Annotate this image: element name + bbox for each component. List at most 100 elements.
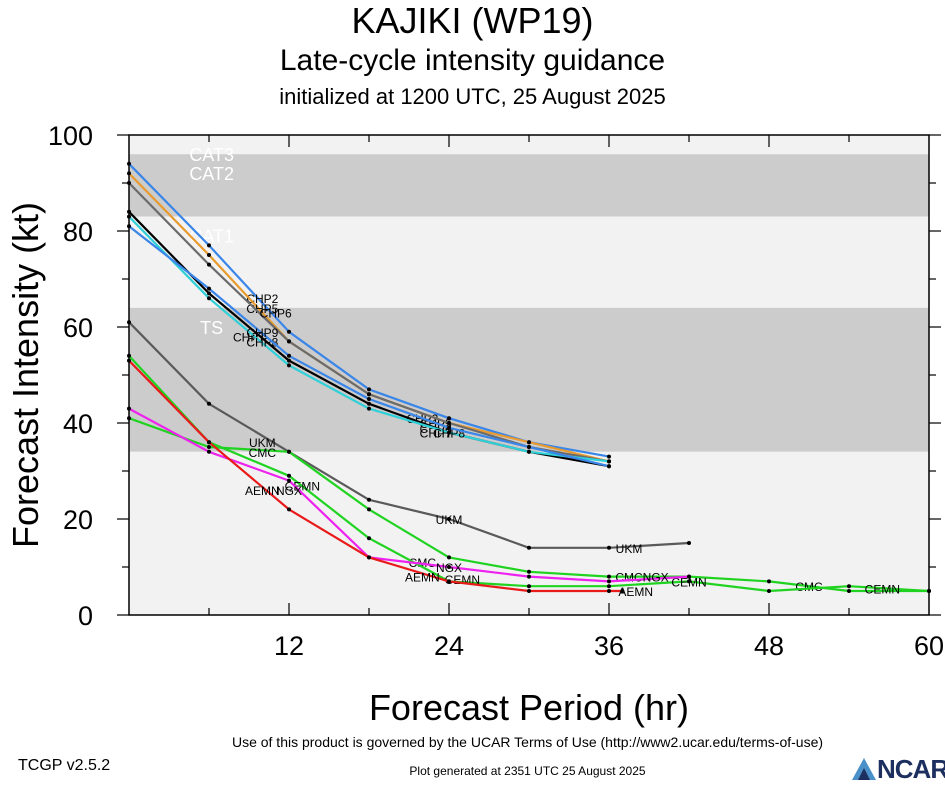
data-point [127, 181, 131, 185]
chart-title: KAJIKI (WP19) [351, 0, 594, 41]
data-point [287, 449, 291, 454]
series-label: CEMN [865, 583, 900, 597]
y-tick-label: 60 [63, 313, 93, 343]
data-point [127, 406, 131, 411]
data-point [287, 339, 291, 344]
data-point [367, 406, 371, 411]
data-point [207, 440, 211, 445]
data-point [527, 440, 531, 445]
data-point [767, 579, 771, 584]
series-label: UKM [436, 513, 463, 527]
data-point [287, 363, 291, 368]
series-chp9: CHP9 [127, 224, 611, 469]
x-tick-label: 12 [274, 631, 304, 661]
series-label: CMC [795, 580, 823, 594]
data-point [447, 555, 451, 560]
data-point [287, 353, 291, 358]
data-point [687, 579, 691, 584]
data-point [207, 262, 211, 267]
data-point [207, 253, 211, 257]
data-point [287, 358, 291, 363]
series-label: AEMN [245, 484, 280, 498]
band-label: CAT3 [189, 145, 234, 165]
series-label: NGX [436, 561, 462, 575]
data-point [207, 286, 211, 291]
data-point [687, 574, 691, 579]
data-point [207, 296, 211, 301]
band-label: TS [200, 318, 223, 338]
x-tick-label: 24 [434, 631, 464, 661]
data-point [367, 555, 371, 560]
data-point [127, 224, 131, 229]
data-point [207, 401, 211, 406]
data-point [447, 425, 451, 430]
data-point [447, 421, 451, 425]
data-point [447, 517, 451, 521]
y-axis-label: Forecast Intensity (kt) [5, 202, 46, 548]
data-point [447, 565, 451, 569]
series-line [128, 407, 690, 583]
data-point [607, 454, 611, 459]
terms-of-use-notice: Use of this product is governed by the U… [231, 734, 824, 750]
data-point [287, 478, 291, 483]
series-label: CEMN [671, 575, 706, 589]
y-tick-label: 0 [78, 601, 93, 631]
series-ukm: UKM UKM UKM [127, 320, 691, 556]
series-label: UKM [249, 436, 276, 450]
band-label: CAT2 [189, 164, 234, 184]
ncar-logo-mark-icon [852, 758, 876, 780]
data-point [527, 545, 531, 550]
x-tick-label: 60 [914, 631, 944, 661]
series-label: CEMN [285, 479, 320, 493]
data-point [847, 589, 851, 593]
data-point [527, 445, 531, 449]
data-point [127, 320, 131, 325]
data-point [607, 579, 611, 584]
ncar-logo-text: NCAR [877, 754, 945, 784]
data-point [127, 358, 131, 363]
series-label: CHP5 [246, 302, 278, 316]
series-label: UKM [616, 542, 643, 556]
chart-subtitle: Late-cycle intensity guidance [279, 44, 666, 77]
data-point [207, 291, 211, 296]
ncar-logo: NCAR [850, 752, 945, 784]
intensity-band [129, 154, 929, 217]
version-label: TCGP v2.5.2 [18, 757, 111, 774]
series-ngx: NGX NGX NGX [127, 406, 691, 585]
data-point [607, 584, 611, 589]
data-point [687, 541, 691, 545]
data-point [367, 401, 371, 406]
data-point [607, 545, 611, 550]
series-label: NGX [643, 571, 669, 585]
data-point [207, 449, 211, 454]
generated-timestamp: Plot generated at 2351 UTC 25 August 202… [409, 764, 646, 778]
x-tick-label: 48 [754, 631, 784, 661]
series-label: CHP6 [260, 307, 292, 321]
data-point [527, 584, 531, 589]
series-label: NGX [276, 484, 302, 498]
y-tick-label: 40 [63, 409, 93, 439]
data-point [367, 392, 371, 397]
initialization-time: initialized at 1200 UTC, 25 August 2025 [279, 84, 666, 109]
intensity-band [129, 307, 929, 452]
series-line [128, 321, 690, 549]
data-point [527, 574, 531, 579]
data-point [607, 589, 611, 593]
data-point [847, 584, 851, 589]
data-point [447, 416, 451, 421]
intensity-band [129, 135, 929, 155]
series-label: CHP9 [246, 326, 278, 340]
data-point [207, 445, 211, 449]
y-tick-label: 100 [48, 121, 93, 151]
data-point [367, 507, 371, 512]
data-point [127, 209, 131, 214]
data-point [127, 161, 131, 166]
data-point [927, 589, 931, 593]
data-point [287, 473, 291, 478]
x-axis-label: Forecast Period (hr) [369, 687, 689, 728]
data-point [767, 589, 771, 593]
data-point [527, 589, 531, 593]
data-point [607, 574, 611, 579]
data-point [367, 387, 371, 392]
